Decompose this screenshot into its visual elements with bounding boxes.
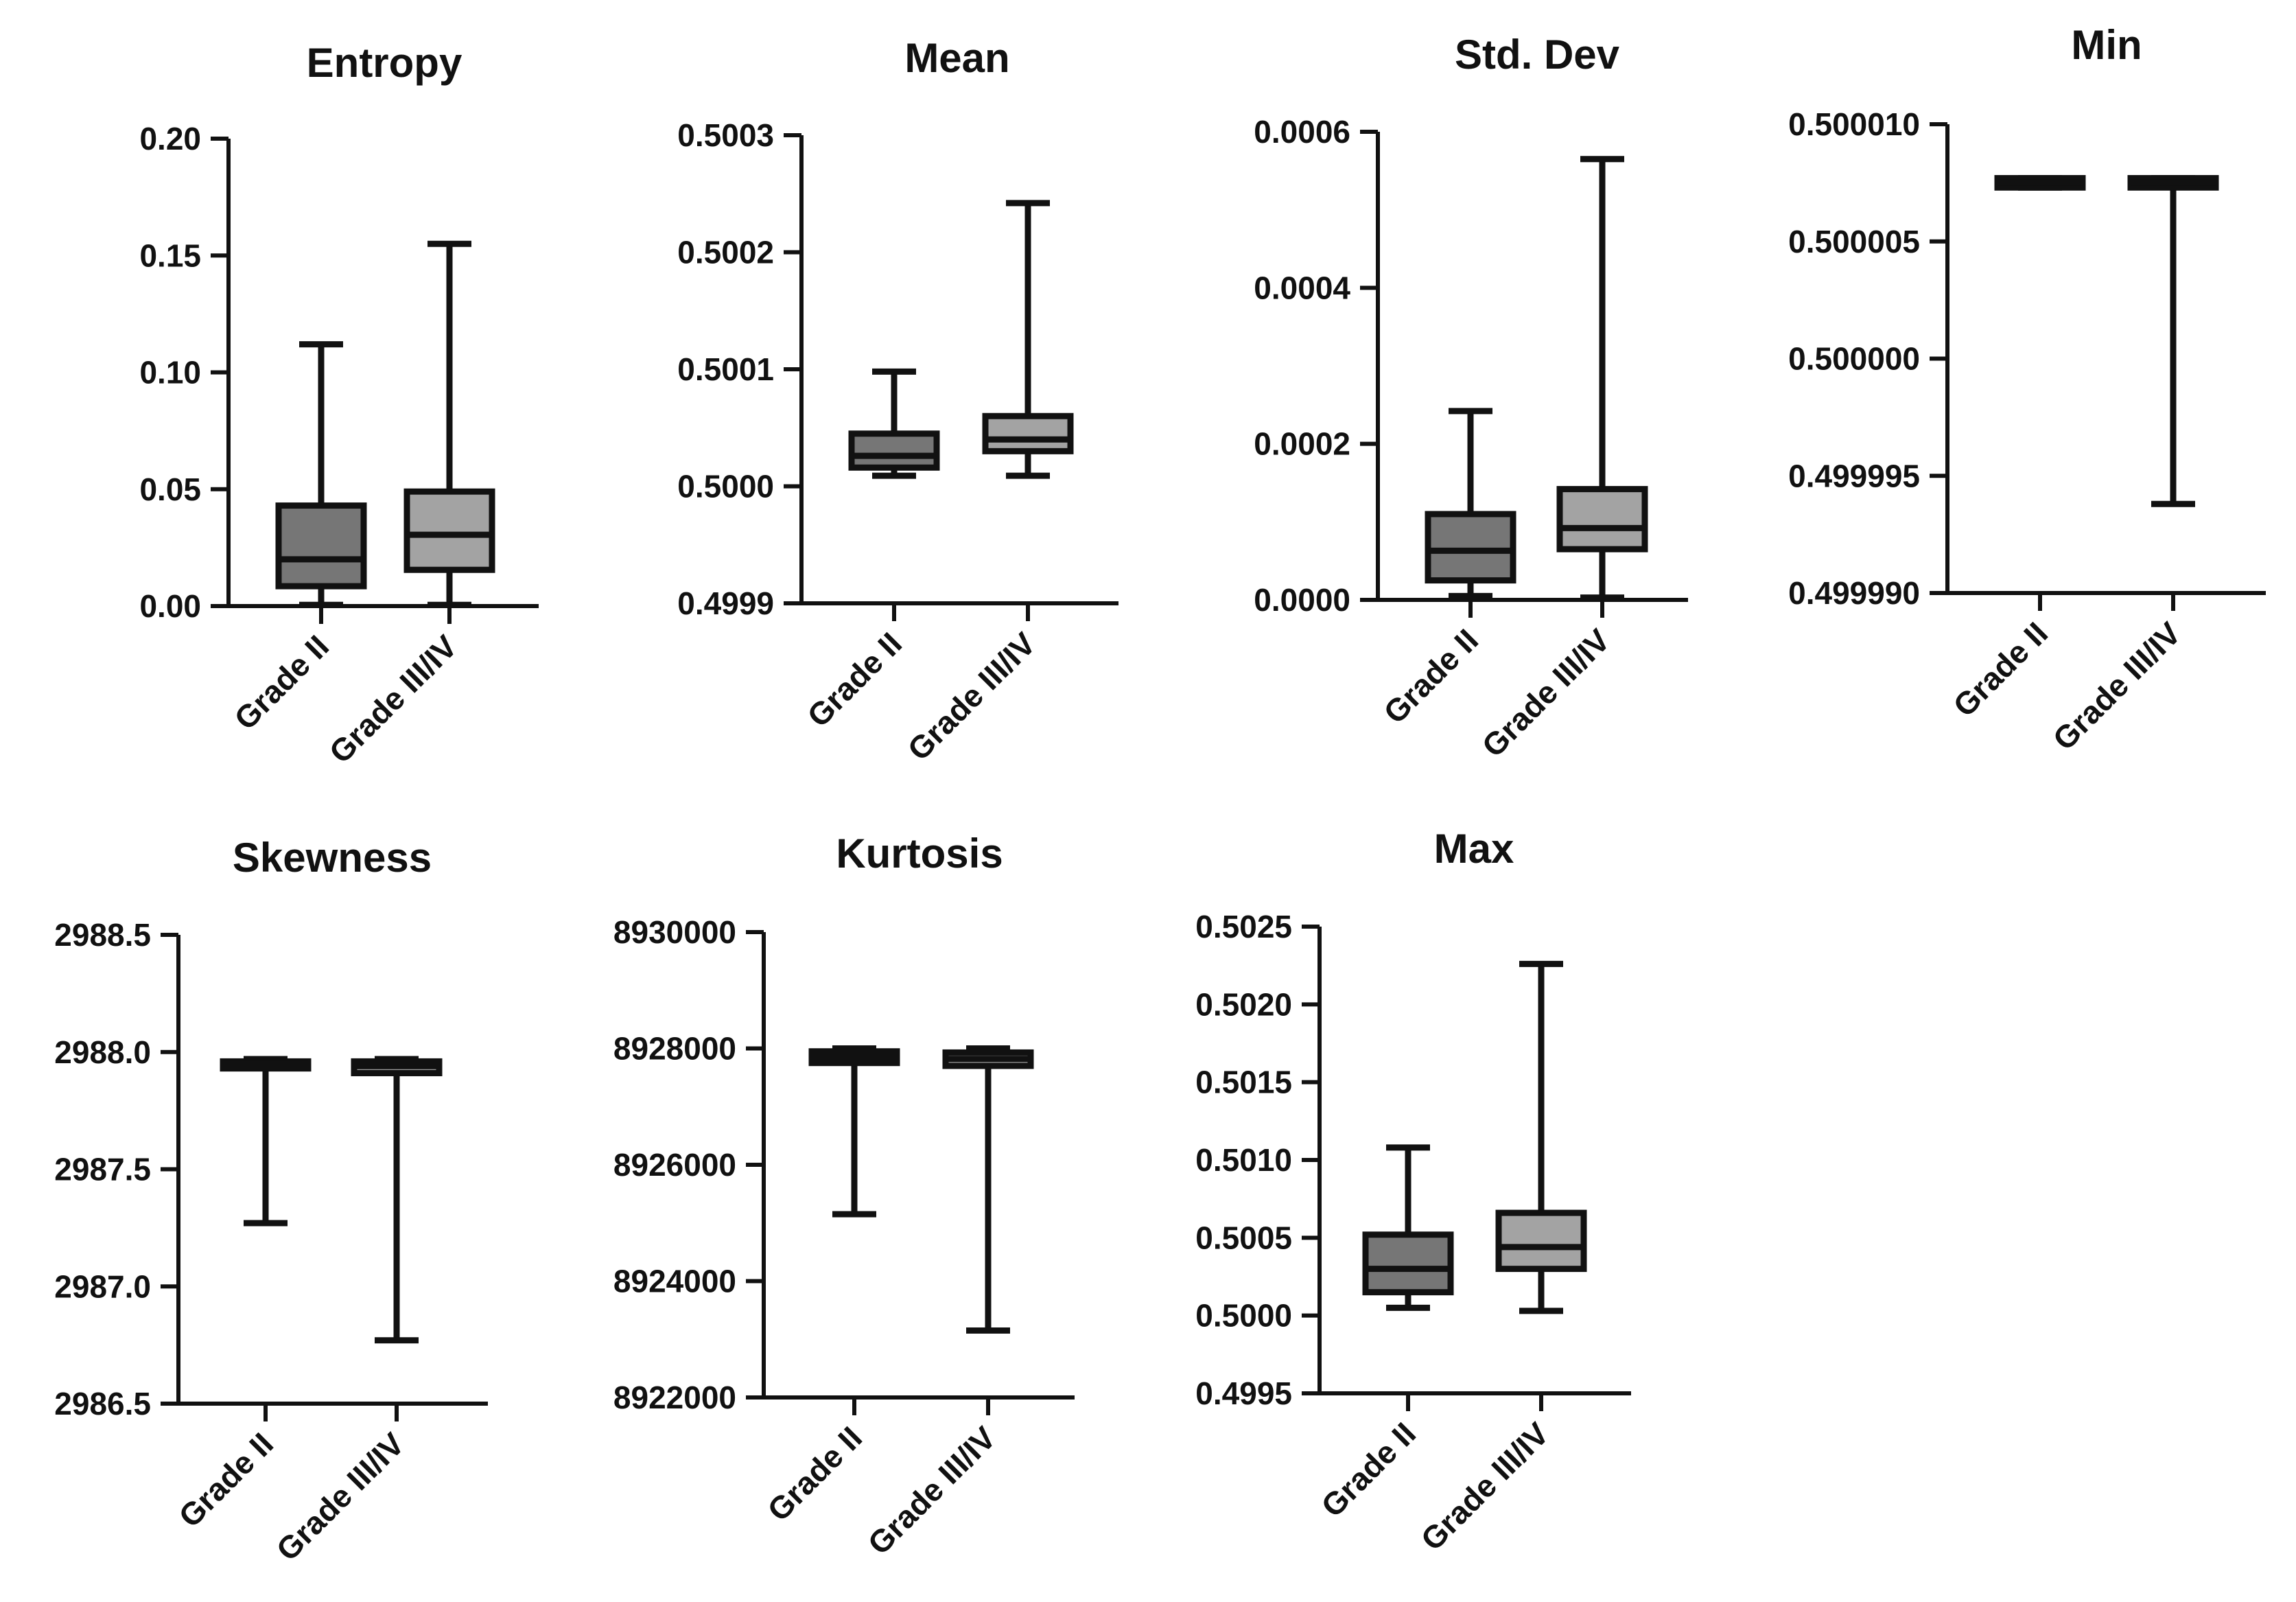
chart-title: Kurtosis (836, 831, 1003, 877)
x-category-label: Grade III/IV (1475, 622, 1617, 764)
iqr-box (848, 430, 940, 471)
chart-title: Std. Dev (1455, 32, 1620, 78)
x-category-label: Grade II (172, 1426, 280, 1534)
y-tick-label: 0.00 (139, 588, 201, 624)
box-grade-ii (808, 1045, 900, 1218)
box-grade-ii (1425, 408, 1516, 599)
y-tick-label: 0.0004 (1254, 270, 1350, 305)
chart-title: Max (1434, 826, 1514, 872)
iqr-box (1425, 511, 1516, 584)
y-tick-label: 0.0000 (1254, 582, 1350, 618)
box-grade-iii-iv (1495, 960, 1587, 1314)
x-category-label: Grade III/IV (2046, 615, 2188, 757)
box-grade-ii (1362, 1144, 1454, 1311)
y-tick-label: 0.4999 (677, 585, 774, 621)
iqr-box (982, 413, 1074, 454)
chart-title: Mean (904, 35, 1009, 81)
iqr-box (1556, 486, 1648, 553)
x-category-label: Grade II (1377, 622, 1485, 730)
y-tick-label: 8922000 (613, 1380, 736, 1415)
iqr-box (1362, 1231, 1454, 1296)
y-tick-label: 0.05 (139, 472, 201, 507)
chart-mean: Mean 0.4999 0.5000 0.5001 0.5002 0.5003 Grade … (677, 35, 1118, 767)
y-tick-label: 0.500005 (1788, 224, 1920, 259)
y-tick-label: 2987.5 (54, 1152, 151, 1187)
y-tick-label: 0.499990 (1788, 575, 1920, 611)
y-tick-label: 0.20 (139, 121, 201, 156)
x-category-label: Grade III/IV (900, 625, 1042, 767)
chart-std-dev: Std. Dev 0.0000 0.0002 0.0004 0.0006 Grade II… (1254, 32, 1688, 764)
box-grade-iii-iv (942, 1045, 1034, 1334)
chart-title: Min (2071, 22, 2142, 68)
y-tick-label: 0.0002 (1254, 426, 1350, 462)
y-tick-label: 0.4995 (1195, 1375, 1292, 1411)
y-tick-label: 0.5002 (677, 235, 774, 270)
box-grade-ii (275, 341, 367, 608)
y-tick-label: 0.500010 (1788, 106, 1920, 142)
y-tick-label: 8924000 (613, 1264, 736, 1299)
chart-title: Entropy (307, 40, 462, 86)
box-grade-iii-iv (1556, 156, 1648, 601)
iqr-box (1495, 1209, 1587, 1273)
y-tick-label: 0.5001 (677, 351, 774, 387)
y-tick-label: 0.0006 (1254, 114, 1350, 150)
y-tick-label: 0.499995 (1788, 458, 1920, 494)
chart-max: Max 0.4995 0.5000 0.5005 0.5010 0.5015 0.5020 0… (1195, 826, 1631, 1557)
iqr-box (403, 488, 495, 573)
chart-min: Min 0.499990 0.499995 0.500000 0.500005 0.500… (1788, 22, 2266, 757)
box-grade-iii-iv (351, 1056, 443, 1344)
y-tick-label: 0.5000 (1195, 1298, 1292, 1334)
y-tick-label: 8928000 (613, 1031, 736, 1067)
x-category-label: Grade II (1946, 615, 2054, 723)
chart-title: Skewness (233, 835, 432, 881)
y-tick-label: 0.5003 (677, 117, 774, 153)
x-category-label: Grade III/IV (1414, 1415, 1556, 1557)
iqr-box (275, 502, 367, 590)
y-tick-label: 0.5025 (1195, 909, 1292, 944)
box-grade-ii (1994, 175, 2086, 191)
y-tick-label: 0.5020 (1195, 986, 1292, 1022)
y-tick-label: 2986.5 (54, 1386, 151, 1421)
y-tick-label: 0.15 (139, 237, 201, 273)
x-category-label: Grade II (800, 625, 909, 734)
box-grade-iii-iv (403, 240, 495, 608)
box-grade-iii-iv (982, 200, 1074, 479)
y-tick-label: 2988.5 (54, 917, 151, 953)
x-category-label: Grade II (227, 628, 336, 736)
y-tick-label: 0.5010 (1195, 1142, 1292, 1178)
x-category-label: Grade III/IV (269, 1426, 411, 1568)
y-tick-label: 0.5000 (677, 469, 774, 504)
x-category-label: Grade III/IV (322, 628, 464, 770)
y-tick-label: 0.5015 (1195, 1065, 1292, 1100)
y-tick-label: 8926000 (613, 1147, 736, 1183)
x-category-label: Grade II (760, 1419, 869, 1528)
chart-skewness: Skewness 2986.5 2987.0 2987.5 2988.0 2988.5 Gr… (54, 835, 488, 1568)
y-tick-label: 2987.0 (54, 1268, 151, 1304)
x-category-label: Grade III/IV (860, 1419, 1003, 1562)
chart-entropy: Entropy 0.00 0.05 0.10 0.15 0.20 Grade IIGrade… (139, 40, 539, 770)
y-tick-label: 8930000 (613, 914, 736, 950)
x-category-label: Grade II (1314, 1415, 1422, 1524)
box-grade-ii (848, 368, 940, 479)
y-tick-label: 0.5005 (1195, 1220, 1292, 1255)
chart-kurtosis: Kurtosis 8922000 8924000 8926000 8928000 8930… (613, 831, 1075, 1562)
box-grade-iii-iv (2127, 175, 2219, 507)
y-tick-label: 0.500000 (1788, 341, 1920, 377)
box-grade-ii (220, 1056, 312, 1227)
y-tick-label: 0.10 (139, 355, 201, 391)
y-tick-label: 2988.0 (54, 1034, 151, 1070)
